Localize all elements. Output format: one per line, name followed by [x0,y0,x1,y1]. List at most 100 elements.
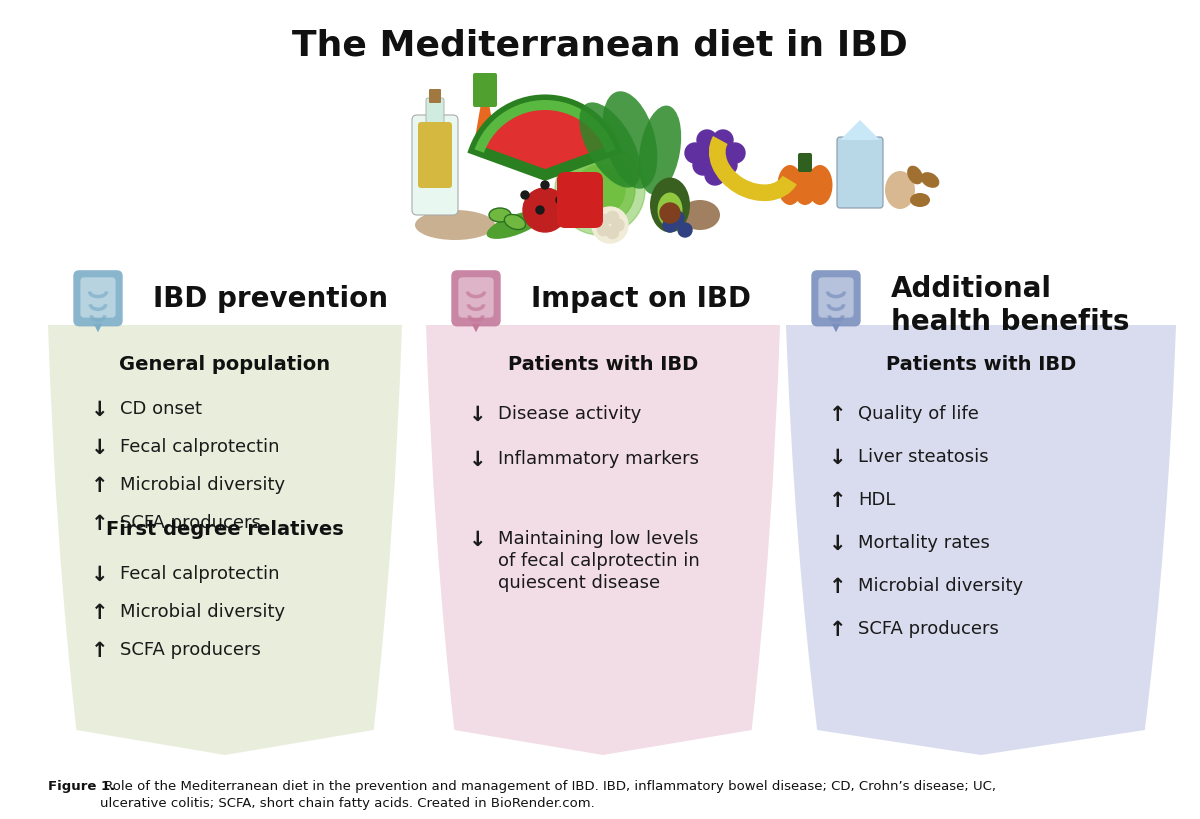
FancyBboxPatch shape [818,278,853,318]
Ellipse shape [920,172,940,188]
Wedge shape [474,100,616,175]
Ellipse shape [638,106,682,194]
Text: ↑: ↑ [829,620,847,640]
Polygon shape [832,324,840,333]
Circle shape [523,188,568,232]
Text: ↓: ↓ [91,438,109,458]
Circle shape [536,206,544,214]
Ellipse shape [808,165,833,205]
Text: ↑: ↑ [91,641,109,661]
Text: ↑: ↑ [829,491,847,511]
Circle shape [575,165,625,215]
FancyBboxPatch shape [473,73,485,107]
Wedge shape [474,100,616,153]
FancyBboxPatch shape [458,278,493,318]
Text: ↓: ↓ [469,405,487,425]
Text: SCFA producers: SCFA producers [120,514,260,532]
Ellipse shape [580,102,641,188]
Ellipse shape [658,192,683,228]
Text: Patients with IBD: Patients with IBD [508,355,698,374]
PathPatch shape [426,325,780,755]
Text: HDL: HDL [858,491,895,509]
FancyBboxPatch shape [479,73,491,107]
Text: Disease activity: Disease activity [498,405,641,423]
Text: Fecal calprotectin: Fecal calprotectin [120,565,280,583]
Text: Microbial diversity: Microbial diversity [858,577,1024,595]
Text: ↑: ↑ [91,476,109,496]
FancyBboxPatch shape [811,270,860,327]
Text: Fecal calprotectin: Fecal calprotectin [120,438,280,456]
Circle shape [718,155,737,175]
Text: Figure 1.: Figure 1. [48,780,115,793]
Text: Microbial diversity: Microbial diversity [120,603,286,621]
Text: SCFA producers: SCFA producers [858,620,998,638]
Text: ↓: ↓ [469,450,487,470]
Circle shape [521,191,529,199]
Circle shape [685,143,706,163]
Circle shape [713,130,733,150]
Circle shape [598,215,610,226]
Circle shape [598,224,610,236]
Ellipse shape [886,171,916,209]
Circle shape [592,207,628,243]
Text: ↑: ↑ [91,603,109,623]
Text: IBD prevention: IBD prevention [154,285,388,313]
Ellipse shape [680,200,720,230]
FancyBboxPatch shape [838,137,883,208]
FancyBboxPatch shape [798,153,812,172]
FancyBboxPatch shape [418,122,452,188]
Text: Additional
health benefits: Additional health benefits [890,275,1129,337]
Ellipse shape [792,165,817,205]
Circle shape [697,130,718,150]
Text: ↑: ↑ [829,405,847,425]
Circle shape [670,211,684,225]
Text: ↓: ↓ [91,565,109,585]
Ellipse shape [504,215,526,229]
Text: CD onset: CD onset [120,400,202,418]
Text: Inflammatory markers: Inflammatory markers [498,450,698,468]
Polygon shape [840,120,880,140]
Text: ↓: ↓ [469,530,487,550]
Text: Mortality rates: Mortality rates [858,534,990,552]
FancyBboxPatch shape [430,89,442,103]
FancyBboxPatch shape [80,278,115,318]
Text: Liver steatosis: Liver steatosis [858,448,989,466]
Text: First degree relatives: First degree relatives [106,520,344,539]
Circle shape [606,227,618,238]
Circle shape [565,155,635,225]
PathPatch shape [48,325,402,755]
Circle shape [660,203,680,223]
Text: ↓: ↓ [91,400,109,420]
Polygon shape [473,80,497,150]
Circle shape [541,181,550,189]
Text: The Mediterranean diet in IBD: The Mediterranean diet in IBD [292,28,908,62]
Circle shape [725,143,745,163]
Ellipse shape [487,211,544,239]
Polygon shape [472,324,480,333]
Text: ↓: ↓ [829,448,847,468]
Text: ↑: ↑ [829,577,847,597]
Ellipse shape [778,165,803,205]
Text: Impact on IBD: Impact on IBD [530,285,751,313]
Ellipse shape [415,210,496,240]
Text: General population: General population [120,355,330,374]
Ellipse shape [602,91,658,188]
Polygon shape [94,324,102,333]
Ellipse shape [650,178,690,233]
FancyBboxPatch shape [426,98,444,127]
Circle shape [612,219,624,231]
Text: Patients with IBD: Patients with IBD [886,355,1076,374]
Circle shape [662,218,677,232]
FancyBboxPatch shape [412,115,458,215]
FancyBboxPatch shape [73,270,122,327]
FancyBboxPatch shape [485,73,497,107]
Circle shape [706,165,725,185]
Circle shape [706,143,725,163]
Ellipse shape [490,208,511,222]
Text: ↑: ↑ [91,514,109,534]
Text: Role of the Mediterranean diet in the prevention and management of IBD. IBD, inf: Role of the Mediterranean diet in the pr… [100,780,996,809]
PathPatch shape [786,325,1176,755]
Ellipse shape [907,165,923,184]
Ellipse shape [910,193,930,207]
Text: Quality of life: Quality of life [858,405,979,423]
